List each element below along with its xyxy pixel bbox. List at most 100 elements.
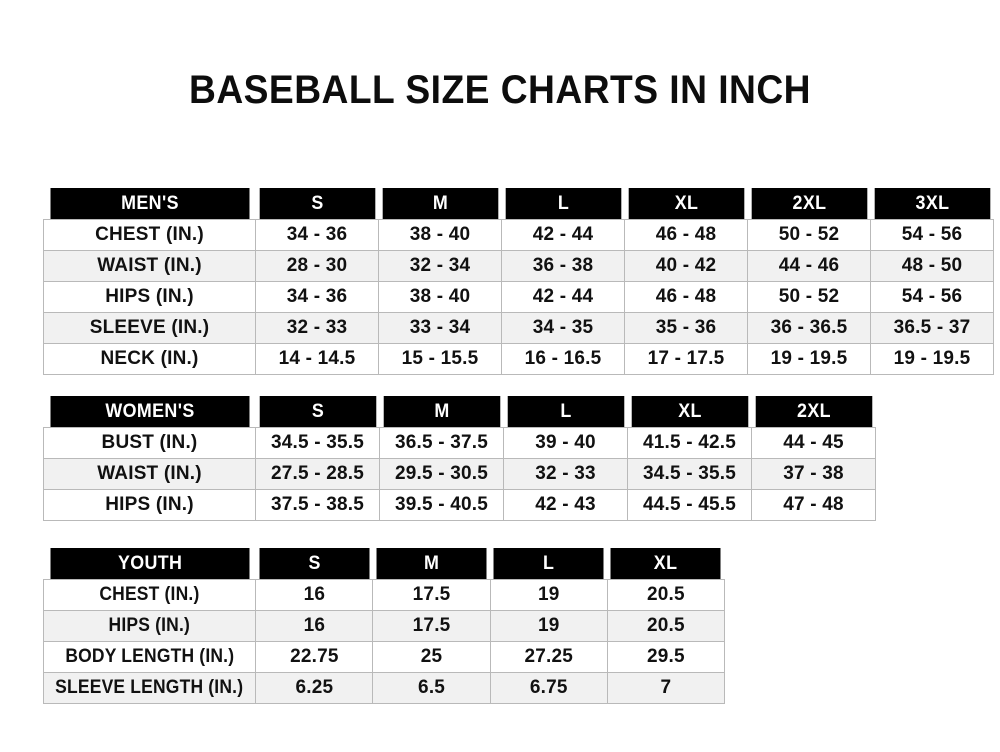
measurement-value: 36 - 38	[501, 250, 625, 282]
measurement-label: CHEST (IN.)	[43, 219, 256, 251]
column-header-xl: XL	[628, 188, 744, 220]
measurement-value: 54 - 56	[870, 219, 994, 251]
table-header-row: MEN'S S M L XL 2XL 3XL	[44, 188, 994, 220]
measurement-value: 22.75	[255, 641, 374, 673]
table-header-row: YOUTH S M L XL	[44, 548, 725, 580]
measurement-label: HIPS (IN.)	[43, 489, 256, 521]
measurement-value: 36.5 - 37.5	[379, 427, 504, 459]
measurement-value: 32 - 34	[378, 250, 502, 282]
column-header-m: M	[376, 548, 487, 580]
table-category-label: WOMEN'S	[49, 396, 250, 428]
measurement-value: 37 - 38	[751, 458, 876, 490]
measurement-value: 20.5	[606, 610, 726, 642]
measurement-value: 42 - 43	[503, 489, 628, 521]
measurement-value: 32 - 33	[255, 312, 379, 344]
measurement-value: 44 - 46	[747, 250, 871, 282]
measurement-value: 19 - 19.5	[747, 343, 871, 375]
measurement-label: SLEEVE (IN.)	[43, 312, 256, 344]
measurement-label-text: HIPS (IN.)	[108, 615, 191, 636]
measurement-value: 19	[489, 579, 608, 611]
measurement-value: 54 - 56	[870, 281, 994, 313]
measurement-value: 29.5	[606, 641, 726, 673]
measurement-value: 34 - 36	[255, 219, 379, 251]
table-row: HIPS (IN.) 34 - 36 38 - 40 42 - 44 46 - 48 50…	[43, 281, 994, 313]
column-header-xl: XL	[631, 396, 748, 428]
measurement-value: 16	[255, 610, 374, 642]
measurement-value: 28 - 30	[255, 250, 379, 282]
column-header-3xl: 3XL	[874, 188, 990, 220]
table-row: SLEEVE (IN.) 32 - 33 33 - 34 34 - 35 35 - 36…	[43, 312, 994, 344]
measurement-value: 27.5 - 28.5	[255, 458, 380, 490]
measurement-value: 36 - 36.5	[747, 312, 871, 344]
column-header-m: M	[383, 396, 500, 428]
measurement-value: 50 - 52	[747, 281, 871, 313]
mens-size-table: MEN'S S M L XL 2XL 3XL CHEST (IN.) 34 - 36 38 - 4…	[43, 188, 994, 375]
table-row: CHEST (IN.) 34 - 36 38 - 40 42 - 44 46 - 48 5…	[43, 219, 994, 251]
measurement-value: 17.5	[372, 610, 491, 642]
table-category-label: MEN'S	[49, 188, 250, 220]
measurement-value: 48 - 50	[870, 250, 994, 282]
measurement-value: 15 - 15.5	[378, 343, 502, 375]
measurement-value: 32 - 33	[503, 458, 628, 490]
measurement-value: 38 - 40	[378, 281, 502, 313]
measurement-value: 29.5 - 30.5	[379, 458, 504, 490]
measurement-value: 34.5 - 35.5	[255, 427, 380, 459]
measurement-label: WAIST (IN.)	[43, 250, 256, 282]
measurement-label: SLEEVE LENGTH (IN.)	[42, 672, 257, 704]
womens-size-table: WOMEN'S S M L XL 2XL BUST (IN.) 34.5 - 35.5 36.5…	[43, 396, 876, 521]
youth-size-table: YOUTH S M L XL CHEST (IN.) 16 17.5 19 20.5 HIPS (I…	[42, 548, 726, 704]
column-header-l: L	[505, 188, 621, 220]
measurement-value: 19 - 19.5	[870, 343, 994, 375]
table-row: HIPS (IN.) 37.5 - 38.5 39.5 - 40.5 42 - 43 4…	[43, 489, 876, 521]
measurement-value: 19	[489, 610, 608, 642]
table-row: HIPS (IN.) 16 17.5 19 20.5	[42, 610, 726, 642]
measurement-value: 46 - 48	[624, 219, 748, 251]
table-category-label: YOUTH	[49, 548, 250, 580]
column-header-s: S	[259, 396, 376, 428]
measurement-label: BODY LENGTH (IN.)	[42, 641, 257, 673]
measurement-value: 42 - 44	[501, 281, 625, 313]
measurement-value: 36.5 - 37	[870, 312, 994, 344]
measurement-value: 50 - 52	[747, 219, 871, 251]
page-title: BASEBALL SIZE CHARTS IN INCH	[188, 68, 812, 112]
measurement-value: 39.5 - 40.5	[379, 489, 504, 521]
measurement-value: 38 - 40	[378, 219, 502, 251]
column-header-l: L	[493, 548, 604, 580]
table-row: NECK (IN.) 14 - 14.5 15 - 15.5 16 - 16.5 17 …	[43, 343, 994, 375]
measurement-label-text: CHEST (IN.)	[99, 584, 200, 605]
measurement-value: 40 - 42	[624, 250, 748, 282]
measurement-label: HIPS (IN.)	[42, 610, 257, 642]
measurement-value: 34.5 - 35.5	[627, 458, 752, 490]
table-row: CHEST (IN.) 16 17.5 19 20.5	[42, 579, 726, 611]
column-header-xl: XL	[610, 548, 721, 580]
measurement-value: 42 - 44	[501, 219, 625, 251]
measurement-value: 16 - 16.5	[501, 343, 625, 375]
table-header-row: WOMEN'S S M L XL 2XL	[44, 396, 876, 428]
column-header-2xl: 2XL	[751, 188, 867, 220]
measurement-label: WAIST (IN.)	[43, 458, 256, 490]
measurement-value: 17 - 17.5	[624, 343, 748, 375]
table-row: SLEEVE LENGTH (IN.) 6.25 6.5 6.75 7	[42, 672, 726, 704]
measurement-label: NECK (IN.)	[43, 343, 256, 375]
measurement-value: 14 - 14.5	[255, 343, 379, 375]
measurement-value: 35 - 36	[624, 312, 748, 344]
table-row: WAIST (IN.) 28 - 30 32 - 34 36 - 38 40 - 42 4…	[43, 250, 994, 282]
measurement-value: 33 - 34	[378, 312, 502, 344]
measurement-value: 6.25	[255, 672, 374, 704]
column-header-2xl: 2XL	[755, 396, 872, 428]
column-header-m: M	[382, 188, 498, 220]
table-row: BUST (IN.) 34.5 - 35.5 36.5 - 37.5 39 - 40 4…	[43, 427, 876, 459]
measurement-value: 27.25	[489, 641, 608, 673]
table-row: WAIST (IN.) 27.5 - 28.5 29.5 - 30.5 32 - 33…	[43, 458, 876, 490]
measurement-value: 37.5 - 38.5	[255, 489, 380, 521]
measurement-value: 47 - 48	[751, 489, 876, 521]
measurement-value: 6.5	[372, 672, 491, 704]
measurement-label: CHEST (IN.)	[42, 579, 257, 611]
measurement-value: 20.5	[606, 579, 726, 611]
measurement-value: 34 - 35	[501, 312, 625, 344]
measurement-value: 39 - 40	[503, 427, 628, 459]
measurement-value: 17.5	[372, 579, 491, 611]
measurement-label-text: BODY LENGTH (IN.)	[65, 646, 235, 667]
measurement-label: BUST (IN.)	[43, 427, 256, 459]
